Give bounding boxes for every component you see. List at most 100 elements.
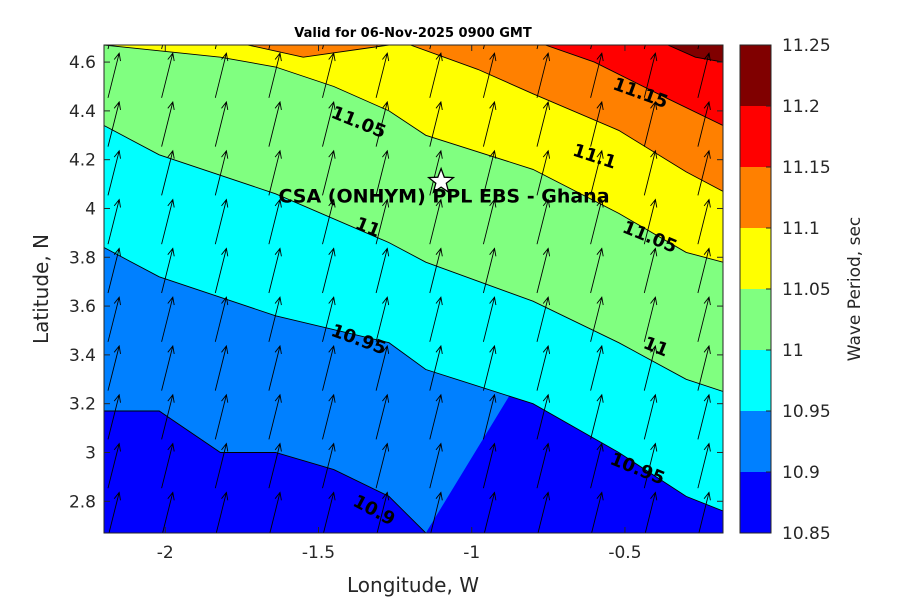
x-tick-label: -1.5 [302,543,335,563]
wave-arrow [429,344,443,391]
wave-arrow [161,149,175,196]
colorbar-tick-label: 11.15 [782,158,831,178]
wave-arrow [268,149,282,196]
wave-arrow [590,344,604,391]
contour-bands [104,45,723,533]
wave-arrow [697,247,711,294]
contour-line-11.2 [667,45,723,63]
contour-line-11.15 [545,45,723,126]
wave-arrow [482,198,497,245]
wave-arrow [107,442,121,489]
wave-arrow [375,198,390,245]
wave-arrow [322,344,336,391]
wave-arrow [268,100,282,147]
wave-arrow [536,393,551,440]
wave-arrow [537,491,551,533]
wave-arrow [590,442,604,489]
wave-arrow [161,442,175,489]
wave-arrow [322,100,336,147]
wave-arrow [482,52,497,98]
wave-arrow [375,100,390,147]
wave-arrow [697,344,711,391]
wave-arrow [107,393,121,440]
wave-arrow [429,442,443,489]
wave-arrow [268,393,282,440]
colorbar-swatch [740,472,771,533]
colorbar-swatch [740,350,771,411]
wave-arrow [429,247,443,294]
wave-arrow [161,45,164,50]
wave-arrow [107,344,121,391]
wave-arrow [643,393,658,440]
x-tick-label: -2 [157,543,174,563]
y-axis-label: Latitude, N [29,234,53,344]
wave-arrow [322,393,336,440]
colorbar-tick-label: 11 [782,341,804,361]
band-above-11.1 [248,45,389,58]
y-tick-label: 3.8 [69,248,96,268]
wave-arrow [214,344,229,391]
wave-arrow [697,296,711,342]
wave-arrow [429,149,443,196]
contour-line-11 [104,125,723,392]
x-tick-label: -0.5 [608,543,641,563]
colorbar: 10.85 10.9 10.95 11 11.05 11.1 11.15 11.2 11.25 [739,36,831,544]
wave-arrow [161,393,175,440]
wave-arrow [643,442,658,489]
wave-direction-arrows [107,45,711,533]
site-star-icon [426,166,456,194]
wave-arrow [108,491,121,533]
y-tick-label: 4.4 [69,102,96,122]
y-tick-label: 3.4 [69,346,96,366]
wave-arrow [375,296,390,342]
wave-arrow [536,45,539,50]
wave-arrow [375,393,390,440]
wave-arrow [269,491,282,533]
wave-arrow [536,247,551,294]
wave-arrow [429,393,443,440]
wave-arrow [643,100,658,147]
wave-arrow [590,296,604,342]
colorbar-swatch [740,106,771,167]
colorbar-tick-label: 11.05 [782,280,831,300]
wave-arrow [697,442,711,489]
wave-arrow [536,296,551,342]
wave-arrow [590,45,593,50]
wave-arrow [268,442,282,489]
x-axis-label: Longitude, W [347,573,479,597]
wave-arrow [214,198,229,245]
wave-arrow [375,52,390,98]
x-tick-label: -1 [463,543,480,563]
y-tick-label: 3 [85,443,96,463]
wave-arrow [268,198,282,245]
colorbar-swatch [740,167,771,228]
wave-arrow [107,198,121,245]
wave-arrow [268,247,282,294]
wave-arrow [429,198,443,245]
plot-area [104,45,723,533]
colorbar-tick-label: 11.25 [782,36,831,56]
wave-arrow [590,198,604,245]
contour-line-10.95 [104,247,723,512]
colorbar-swatch [740,289,771,350]
wave-arrow [214,52,229,98]
wave-arrow [536,149,551,196]
wave-arrow [214,296,229,342]
wave-arrow [214,149,229,196]
wave-arrow [482,247,497,294]
wave-arrow [322,52,336,98]
wave-arrow [376,491,390,533]
wave-arrow [161,296,175,342]
wave-arrow [697,45,700,50]
wave-arrow [482,100,497,147]
y-tick-label: 2.8 [69,492,96,512]
colorbar-swatch [740,228,771,289]
wave-arrow [643,247,658,294]
wave-arrow [697,393,711,440]
wave-arrow [214,45,217,50]
wave-arrow [482,393,497,440]
wave-arrow [322,149,336,196]
y-tick-label: 4 [85,199,96,219]
wave-arrow [161,100,175,147]
wave-arrow [162,491,175,533]
